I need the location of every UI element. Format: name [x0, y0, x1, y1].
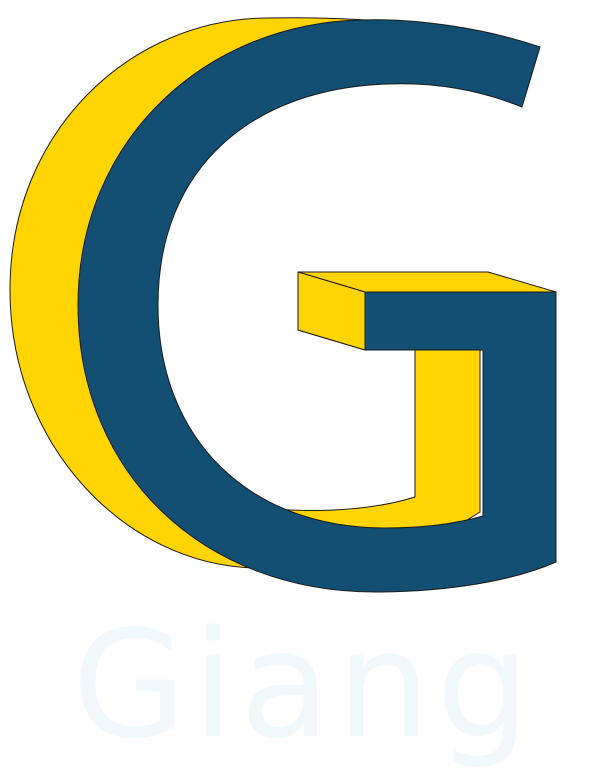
wordmark-giang: Giang	[71, 599, 537, 771]
g-front-shape	[77, 19, 557, 593]
